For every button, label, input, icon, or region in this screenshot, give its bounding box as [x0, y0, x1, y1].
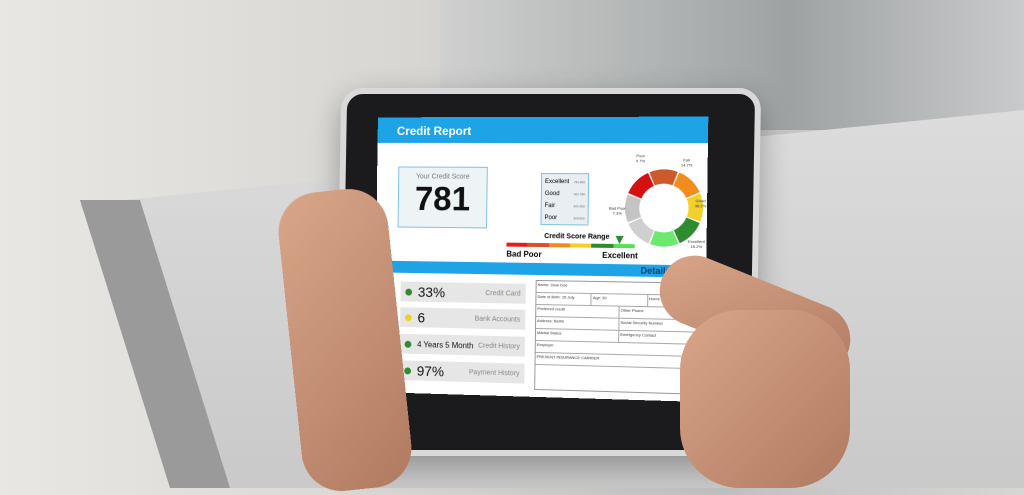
score-range-bar — [506, 242, 635, 249]
metric-name: Credit Card — [485, 289, 521, 298]
donut-segment — [649, 230, 679, 247]
range-high-label: Excellent — [602, 250, 638, 261]
range-label: Excellent — [544, 179, 570, 186]
donut-label-poor: Poor 9.7% — [635, 153, 646, 164]
range-row: Poor 300-600 — [544, 212, 584, 224]
metric-value: 4 Years 5 Month — [417, 339, 474, 350]
page-title: Credit Report — [377, 116, 709, 144]
credit-score-value: 781 — [414, 180, 471, 219]
metric-bank-accounts[interactable]: 6 Bank Accounts — [400, 307, 526, 330]
metric-name: Bank Accounts — [474, 315, 521, 324]
field-marital[interactable]: Marital Status — [535, 328, 620, 342]
donut-label-fair: Fair 14.7% — [680, 157, 693, 168]
status-dot-icon — [404, 366, 412, 374]
range-label: Good — [544, 191, 560, 198]
donut-label-excellent: Excellent 15.2% — [687, 238, 705, 250]
score-range-table: Excellent 781-850 Good 661-780 Fair 601-660… — [540, 173, 590, 226]
range-value: 781-850 — [573, 180, 586, 185]
range-bar-segment — [591, 243, 614, 248]
metric-credit-card[interactable]: 33% Credit Card — [400, 281, 526, 304]
range-label: Fair — [544, 203, 556, 210]
donut-segment — [673, 172, 700, 199]
field-preferred[interactable]: Preferred credit — [536, 304, 620, 318]
metric-value: 97% — [416, 362, 445, 380]
field-dob[interactable]: Date of Birth: 15 July — [536, 292, 592, 306]
range-low-label: Bad Poor — [506, 249, 542, 260]
range-value: 601-660 — [573, 204, 585, 209]
metric-payment-history[interactable]: 97% Payment History — [399, 360, 525, 384]
status-dot-icon — [404, 340, 412, 348]
metric-value: 33% — [417, 283, 446, 301]
metric-value: 6 — [417, 309, 426, 326]
range-row: Excellent 781-850 — [545, 176, 585, 188]
donut-segment — [628, 217, 655, 244]
range-bar-segment — [506, 242, 528, 247]
status-dot-icon — [405, 288, 413, 296]
donut-segment — [649, 169, 678, 186]
range-bar-segment — [570, 243, 592, 248]
donut-label-bad-poor: Bad Poor 7.3% — [608, 205, 626, 216]
field-address[interactable]: Address: Berlin — [536, 316, 620, 330]
right-hand — [680, 310, 850, 488]
field-age[interactable]: Age: 30 — [591, 293, 648, 307]
range-value: 300-600 — [573, 216, 585, 221]
metric-name: Credit History — [478, 342, 520, 351]
credit-score-card: Your Credit Score 781 — [397, 166, 488, 229]
donut-label-good: Good 38.2% — [694, 198, 707, 209]
tablet-screen: Credit Report Your Credit Score 781 Exce… — [374, 116, 709, 403]
donut-segment — [628, 172, 655, 199]
metric-credit-history[interactable]: 4 Years 5 Month Credit History — [399, 333, 525, 357]
score-range-title: Credit Score Range — [544, 233, 610, 241]
range-label: Poor — [544, 215, 558, 222]
range-value: 661-780 — [573, 192, 585, 197]
metric-name: Payment History — [468, 368, 520, 377]
range-row: Good 661-780 — [545, 188, 585, 200]
score-distribution-donut — [624, 169, 704, 247]
donut-segment — [624, 194, 642, 223]
range-row: Fair 601-660 — [545, 200, 585, 212]
status-dot-icon — [404, 313, 412, 321]
range-bar-segment — [548, 243, 571, 248]
range-bar-segment — [527, 242, 549, 248]
